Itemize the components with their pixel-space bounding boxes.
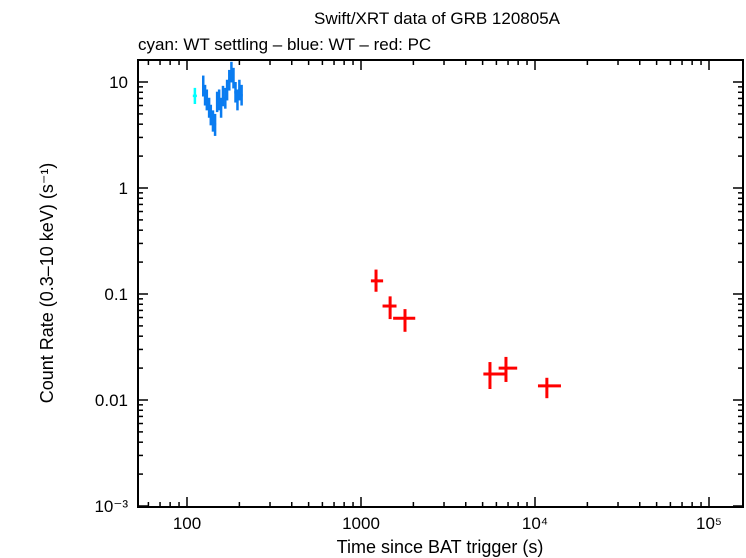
data-point (219, 97, 223, 118)
y-tick-label: 1 (119, 179, 128, 198)
data-point (498, 356, 518, 382)
data-point (393, 309, 416, 332)
data-point (211, 110, 215, 132)
data-point (382, 296, 397, 320)
x-tick-label: 100 (173, 514, 201, 533)
data-point (225, 79, 229, 101)
data-point (213, 113, 217, 136)
y-tick-label: 0.01 (95, 391, 128, 410)
data-point (227, 69, 231, 91)
y-tick-label: 10⁻³ (94, 497, 128, 516)
x-tick-label: 1000 (342, 514, 380, 533)
data-point (238, 79, 241, 101)
data-point (223, 87, 227, 109)
chart-subtitle: cyan: WT settling – blue: WT – red: PC (138, 35, 431, 54)
y-tick-label: 0.1 (104, 285, 128, 304)
data-point (234, 82, 237, 103)
data-point (215, 91, 219, 113)
data-point (207, 97, 211, 118)
data-point (221, 85, 225, 107)
data-point (209, 104, 213, 126)
data-point (236, 89, 239, 111)
chart-title: Swift/XRT data of GRB 120805A (314, 9, 561, 28)
data-point (217, 89, 221, 111)
y-axis-label: Count Rate (0.3–10 keV) (s⁻¹) (37, 163, 57, 404)
data-point (370, 269, 384, 292)
plot-frame (137, 59, 744, 508)
x-tick-label: 10⁴ (522, 514, 548, 533)
x-tick-label: 10⁵ (696, 514, 722, 533)
data-point (483, 362, 506, 389)
data-point (537, 377, 561, 399)
data-point (230, 61, 233, 83)
data-point (240, 84, 243, 106)
data-point (192, 87, 197, 105)
data-point (205, 89, 209, 111)
x-axis-label: Time since BAT trigger (s) (337, 537, 544, 557)
y-tick-label: 10 (109, 73, 128, 92)
data-point (232, 67, 235, 89)
